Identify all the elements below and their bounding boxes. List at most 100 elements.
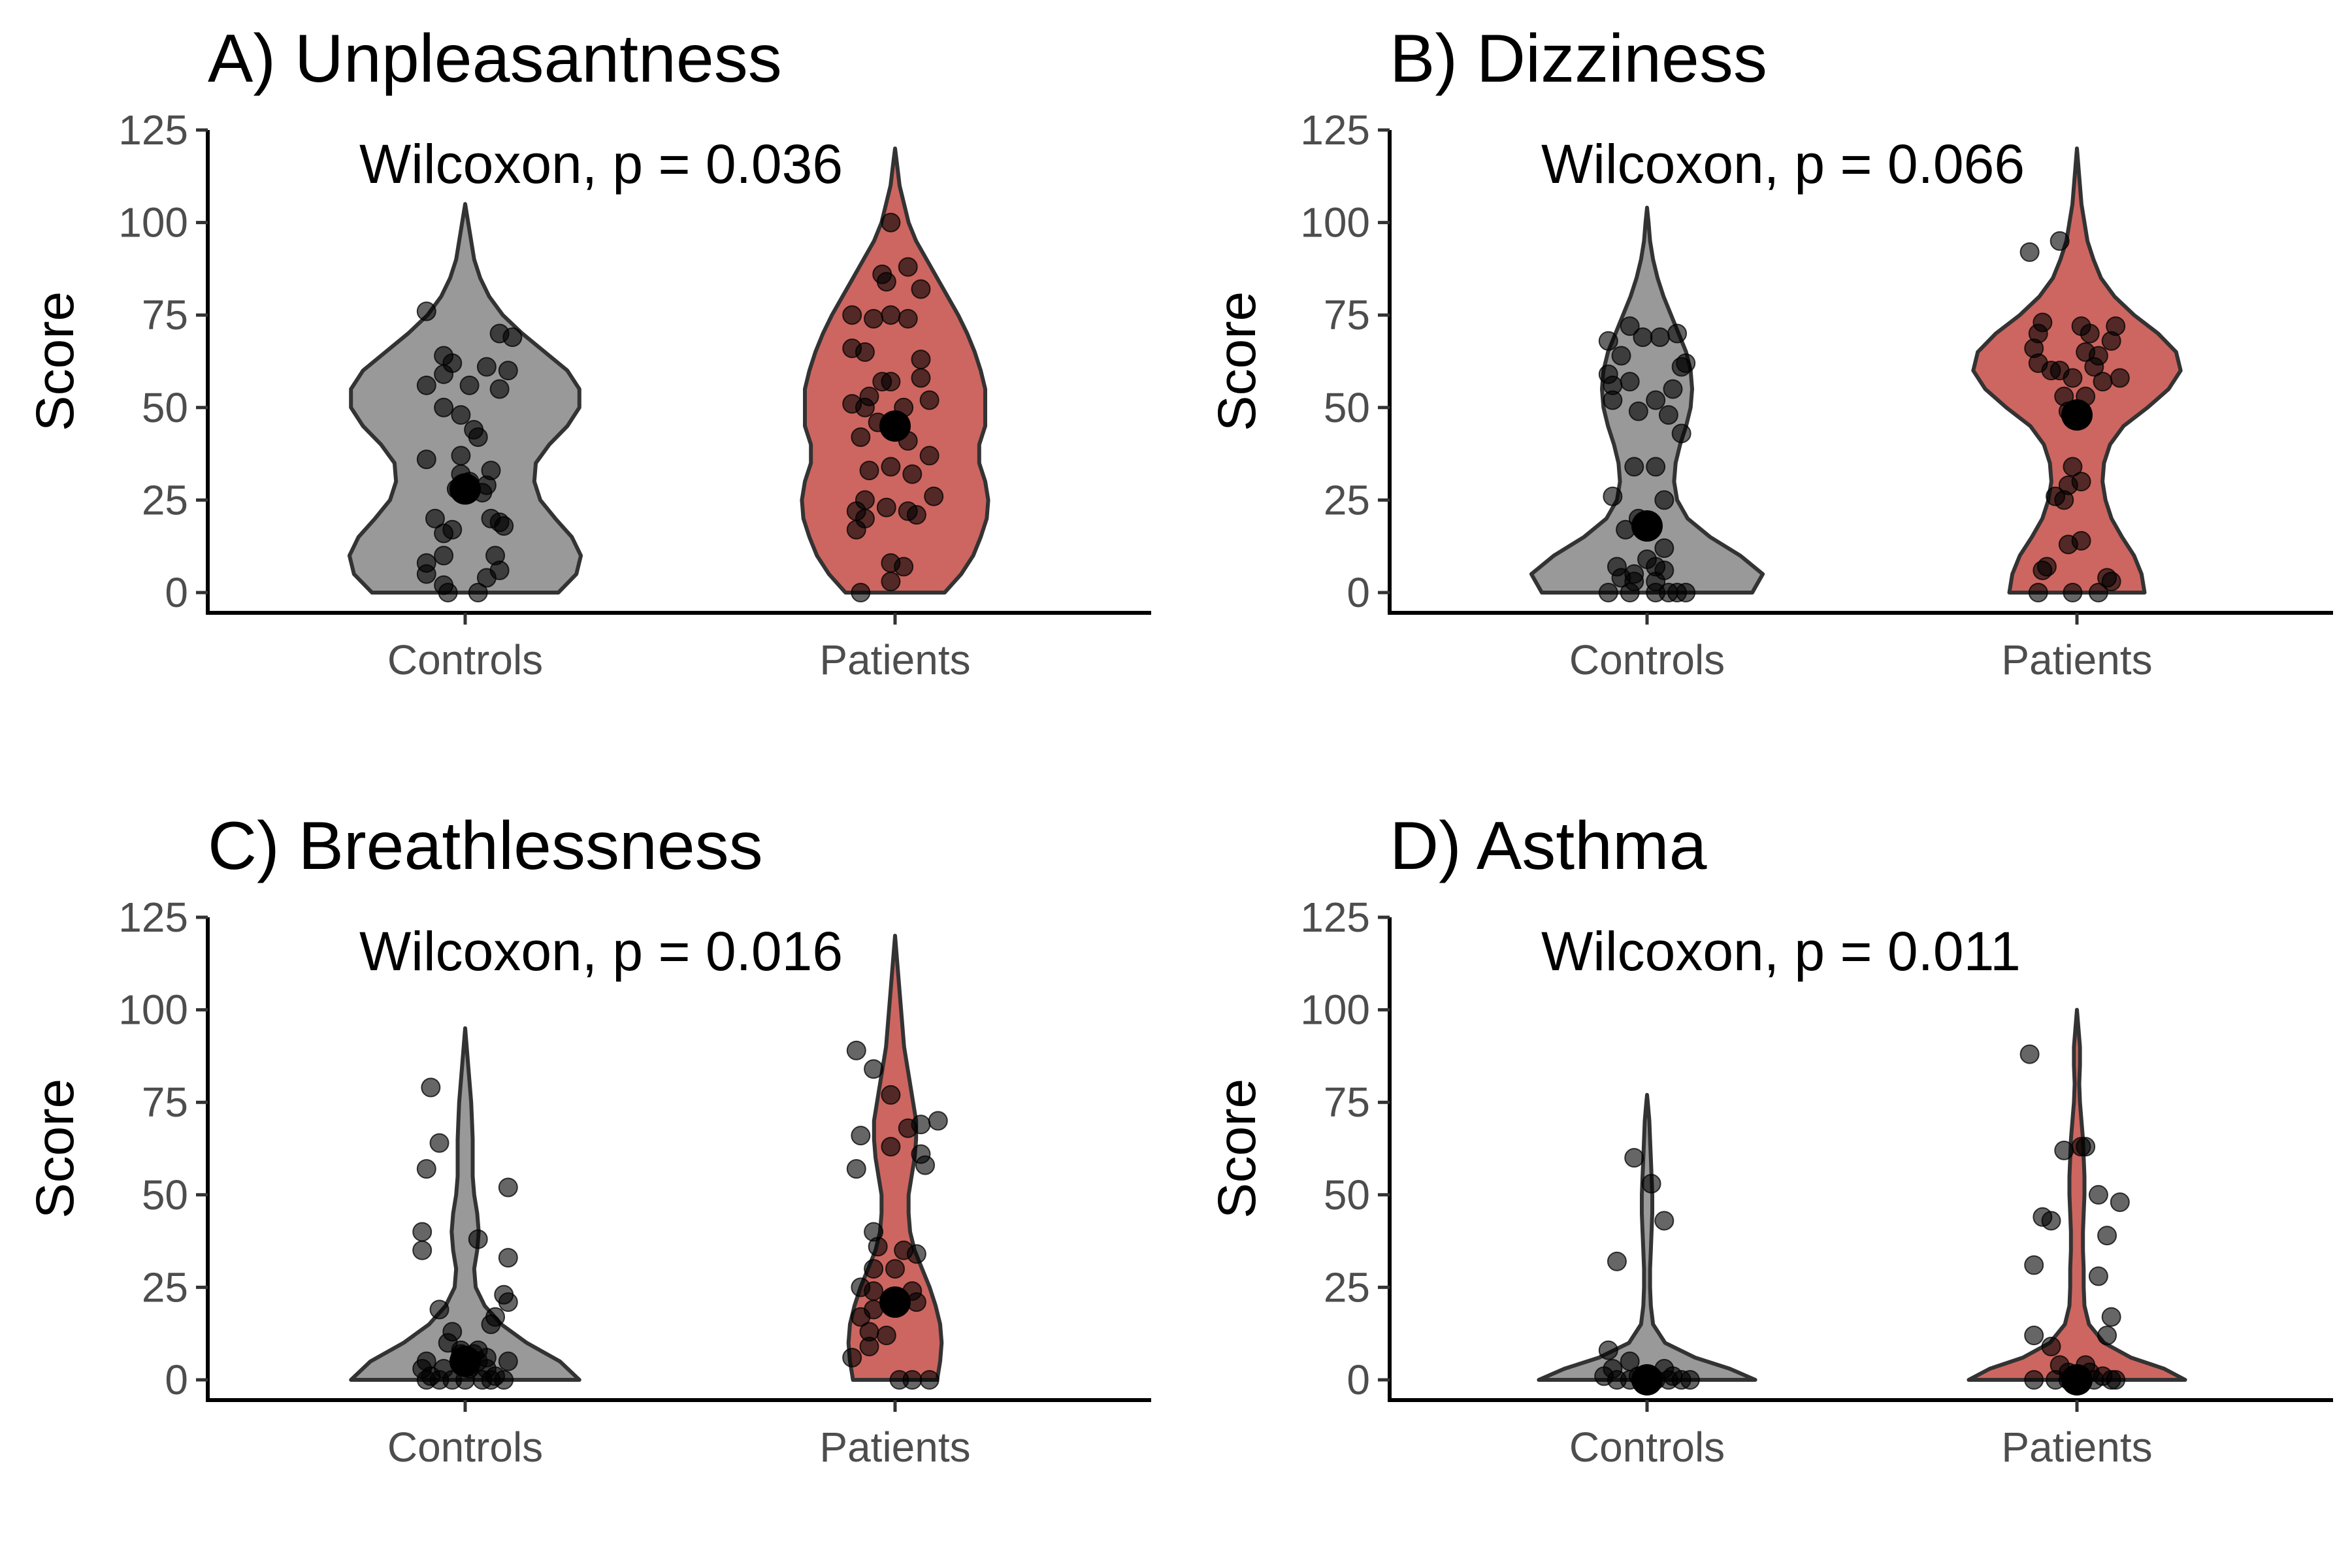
data-point bbox=[846, 1159, 866, 1179]
data-point bbox=[2050, 231, 2070, 251]
data-point bbox=[881, 305, 901, 325]
data-point bbox=[434, 546, 454, 566]
data-point bbox=[2024, 1326, 2044, 1346]
data-point bbox=[476, 568, 497, 588]
data-point bbox=[898, 257, 918, 277]
data-point bbox=[2101, 1307, 2121, 1327]
x-tick-label: Patients bbox=[2001, 1424, 2152, 1471]
data-point bbox=[1676, 583, 1696, 602]
y-tick-label: 25 bbox=[142, 476, 188, 523]
data-point bbox=[1598, 331, 1618, 351]
data-point bbox=[2110, 1192, 2130, 1213]
data-point bbox=[2080, 323, 2100, 344]
data-point bbox=[855, 397, 875, 417]
data-point bbox=[2093, 1366, 2113, 1386]
data-point bbox=[489, 379, 510, 399]
data-point bbox=[1680, 1370, 1700, 1390]
data-point bbox=[894, 557, 914, 577]
y-tick-label: 75 bbox=[142, 1079, 188, 1126]
chart-panel: A) Unpleasantness Score 0 25 50 75 100 125 Contr… bbox=[25, 21, 1151, 683]
data-point bbox=[451, 405, 471, 425]
data-point bbox=[1624, 1148, 1644, 1168]
median-point bbox=[449, 473, 481, 505]
y-tick-label: 125 bbox=[118, 894, 188, 941]
data-point bbox=[2028, 583, 2048, 602]
data-point bbox=[2093, 372, 2113, 392]
data-point bbox=[2024, 1370, 2044, 1390]
median-point bbox=[2061, 399, 2093, 431]
violin-patients bbox=[1967, 1007, 2187, 1382]
data-point bbox=[2063, 457, 2083, 477]
x-tick-label: Patients bbox=[819, 1424, 970, 1471]
data-point bbox=[429, 1133, 449, 1153]
chart-panel: D) Asthma Score 0 25 50 75 100 125 Controls Patie… bbox=[1207, 808, 2333, 1471]
data-point bbox=[434, 364, 454, 384]
data-point bbox=[2024, 1255, 2044, 1275]
data-point bbox=[902, 1370, 923, 1390]
y-tick-label: 75 bbox=[1324, 1079, 1370, 1126]
data-point bbox=[1611, 346, 1631, 366]
data-point bbox=[498, 361, 518, 381]
median-point bbox=[1631, 510, 1663, 542]
data-point bbox=[1646, 457, 1666, 477]
data-point bbox=[416, 1159, 436, 1179]
data-point bbox=[2063, 368, 2083, 388]
data-point bbox=[421, 1077, 441, 1098]
wilcoxon-annotation: Wilcoxon, p = 0.016 bbox=[359, 921, 843, 982]
data-point bbox=[1667, 323, 1688, 344]
data-point bbox=[438, 583, 458, 602]
data-point bbox=[2019, 242, 2040, 262]
y-axis-title: Score bbox=[1207, 291, 1267, 431]
y-tick-label: 50 bbox=[142, 1171, 188, 1218]
median-point bbox=[449, 1345, 481, 1377]
data-point bbox=[434, 397, 454, 417]
data-point bbox=[851, 1307, 871, 1327]
y-tick-label: 0 bbox=[1347, 569, 1370, 616]
y-tick-label: 100 bbox=[1300, 987, 1370, 1034]
data-point bbox=[1624, 457, 1644, 477]
data-point bbox=[498, 1248, 518, 1268]
data-point bbox=[1676, 353, 1696, 373]
data-point bbox=[1646, 390, 1666, 410]
y-tick-label: 50 bbox=[142, 384, 188, 431]
data-point bbox=[2054, 1140, 2074, 1160]
y-tick-label: 125 bbox=[1300, 894, 1370, 941]
y-axis-title: Score bbox=[1207, 1079, 1267, 1218]
data-point bbox=[2088, 1266, 2108, 1286]
data-point bbox=[1658, 405, 1678, 425]
panel-title: D) Asthma bbox=[1390, 808, 1707, 884]
data-point bbox=[881, 212, 901, 233]
data-point bbox=[1603, 486, 1623, 506]
chart-panel: C) Breathlessness Score 0 25 50 75 100 125 Contr… bbox=[25, 808, 1151, 1471]
y-axis-title: Score bbox=[25, 291, 85, 431]
chart-panel: B) Dizziness Score 0 25 50 75 100 125 Controls Pa… bbox=[1207, 21, 2333, 683]
panel-title: C) Breathlessness bbox=[208, 808, 763, 884]
data-point bbox=[898, 308, 918, 329]
x-tick-label: Controls bbox=[1569, 1424, 1725, 1471]
x-tick-label: Controls bbox=[1569, 636, 1725, 683]
y-tick-label: 100 bbox=[1300, 199, 1370, 246]
data-point bbox=[1663, 1366, 1683, 1386]
data-point bbox=[425, 508, 445, 529]
data-point bbox=[881, 572, 901, 592]
data-point bbox=[416, 375, 436, 395]
data-point bbox=[846, 519, 866, 540]
data-point bbox=[498, 1351, 518, 1371]
data-point bbox=[468, 1229, 488, 1249]
data-point bbox=[412, 1222, 433, 1242]
data-point bbox=[855, 342, 875, 362]
data-point bbox=[1598, 583, 1618, 602]
wilcoxon-annotation: Wilcoxon, p = 0.066 bbox=[1541, 133, 2025, 195]
data-point bbox=[864, 1281, 884, 1301]
data-point bbox=[1603, 390, 1623, 410]
data-point bbox=[842, 305, 862, 325]
panel-title: A) Unpleasantness bbox=[208, 21, 782, 97]
panel-title: B) Dizziness bbox=[1390, 21, 1767, 97]
data-point bbox=[481, 1315, 501, 1335]
data-point bbox=[1633, 327, 1653, 348]
data-point bbox=[872, 372, 892, 392]
data-point bbox=[846, 1040, 866, 1060]
data-point bbox=[864, 1059, 884, 1079]
y-tick-label: 25 bbox=[1324, 476, 1370, 523]
